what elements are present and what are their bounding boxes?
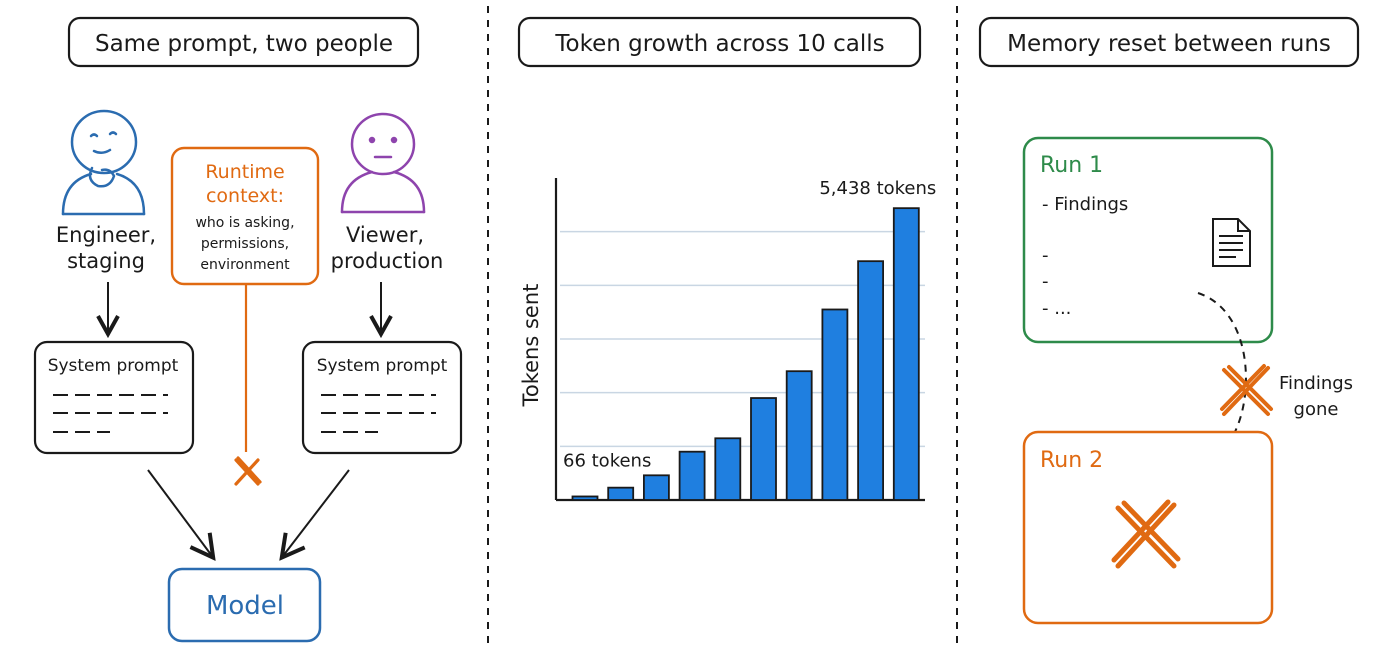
engineer-figure-icon xyxy=(61,109,146,216)
right-prompt-to-model-arrow xyxy=(283,469,350,556)
chart-bar xyxy=(714,437,742,501)
left-title-box xyxy=(67,16,420,68)
chart-bar xyxy=(643,474,670,501)
system-prompt-lines-right xyxy=(321,394,436,433)
runtime-context-title-line1: Runtime xyxy=(205,161,284,183)
left-prompt-to-model-arrow xyxy=(147,469,212,556)
findings-gone-line1: Findings xyxy=(1279,373,1353,394)
viewer-label-line1: Viewer, xyxy=(346,223,424,247)
run1-item: - xyxy=(1042,245,1049,266)
engineer-label-line1: Engineer, xyxy=(56,223,156,247)
chart-data-label: 5,438 tokens xyxy=(819,178,936,199)
system-prompt-box-right xyxy=(301,340,463,455)
blocked-x-icon xyxy=(234,456,262,486)
chart-bar xyxy=(678,450,706,501)
token-growth-chart: Tokens sent 66 tokens 5,438 tokens xyxy=(519,178,936,502)
run1-item: - Findings xyxy=(1042,194,1128,215)
middle-panel: Token growth across 10 calls Tokens sent… xyxy=(517,16,936,502)
model-box xyxy=(167,567,322,643)
right-panel-title: Memory reset between runs xyxy=(1007,31,1331,57)
run1-box xyxy=(1022,136,1274,344)
runtime-context-title-line2: context: xyxy=(206,185,284,207)
chart-bar xyxy=(785,370,813,501)
chart-bar xyxy=(607,486,635,501)
document-icon xyxy=(1212,218,1251,267)
left-panel: Same prompt, two people Engineer, stagin… xyxy=(33,16,463,643)
findings-gone-line2: gone xyxy=(1294,399,1339,420)
system-prompt-label-left: System prompt xyxy=(48,356,179,376)
empty-memory-x-icon xyxy=(1111,499,1181,569)
middle-panel-title: Token growth across 10 calls xyxy=(554,31,884,57)
left-panel-title: Same prompt, two people xyxy=(95,31,393,57)
middle-title-box xyxy=(517,16,922,68)
chart-bar xyxy=(857,260,884,501)
system-prompt-label-right: System prompt xyxy=(317,356,448,376)
runtime-context-line2: permissions, xyxy=(201,236,289,252)
viewer-label-line2: production xyxy=(331,249,444,273)
viewer-figure-icon xyxy=(340,112,426,214)
chart-bar xyxy=(892,207,920,501)
runtime-context-line3: environment xyxy=(200,257,290,273)
run1-item: - xyxy=(1042,271,1049,292)
chart-data-label: 66 tokens xyxy=(563,450,651,471)
system-prompt-box-left xyxy=(33,340,195,455)
model-label: Model xyxy=(206,591,284,621)
right-panel: Memory reset between runs Run 1 - Findin… xyxy=(978,16,1360,625)
chart-y-axis-label: Tokens sent xyxy=(519,284,543,408)
chart-bar xyxy=(750,397,777,501)
engineer-label-line2: staging xyxy=(67,249,145,273)
run1-item: - ... xyxy=(1042,298,1071,319)
run2-label: Run 2 xyxy=(1040,448,1103,473)
system-prompt-lines-left xyxy=(53,394,168,433)
chart-bar xyxy=(821,308,849,501)
lost-findings-x-icon xyxy=(1220,364,1273,416)
right-title-box xyxy=(978,16,1360,68)
chart-bar xyxy=(571,495,599,501)
runtime-context-line1: who is asking, xyxy=(195,215,294,231)
run1-label: Run 1 xyxy=(1040,153,1103,178)
